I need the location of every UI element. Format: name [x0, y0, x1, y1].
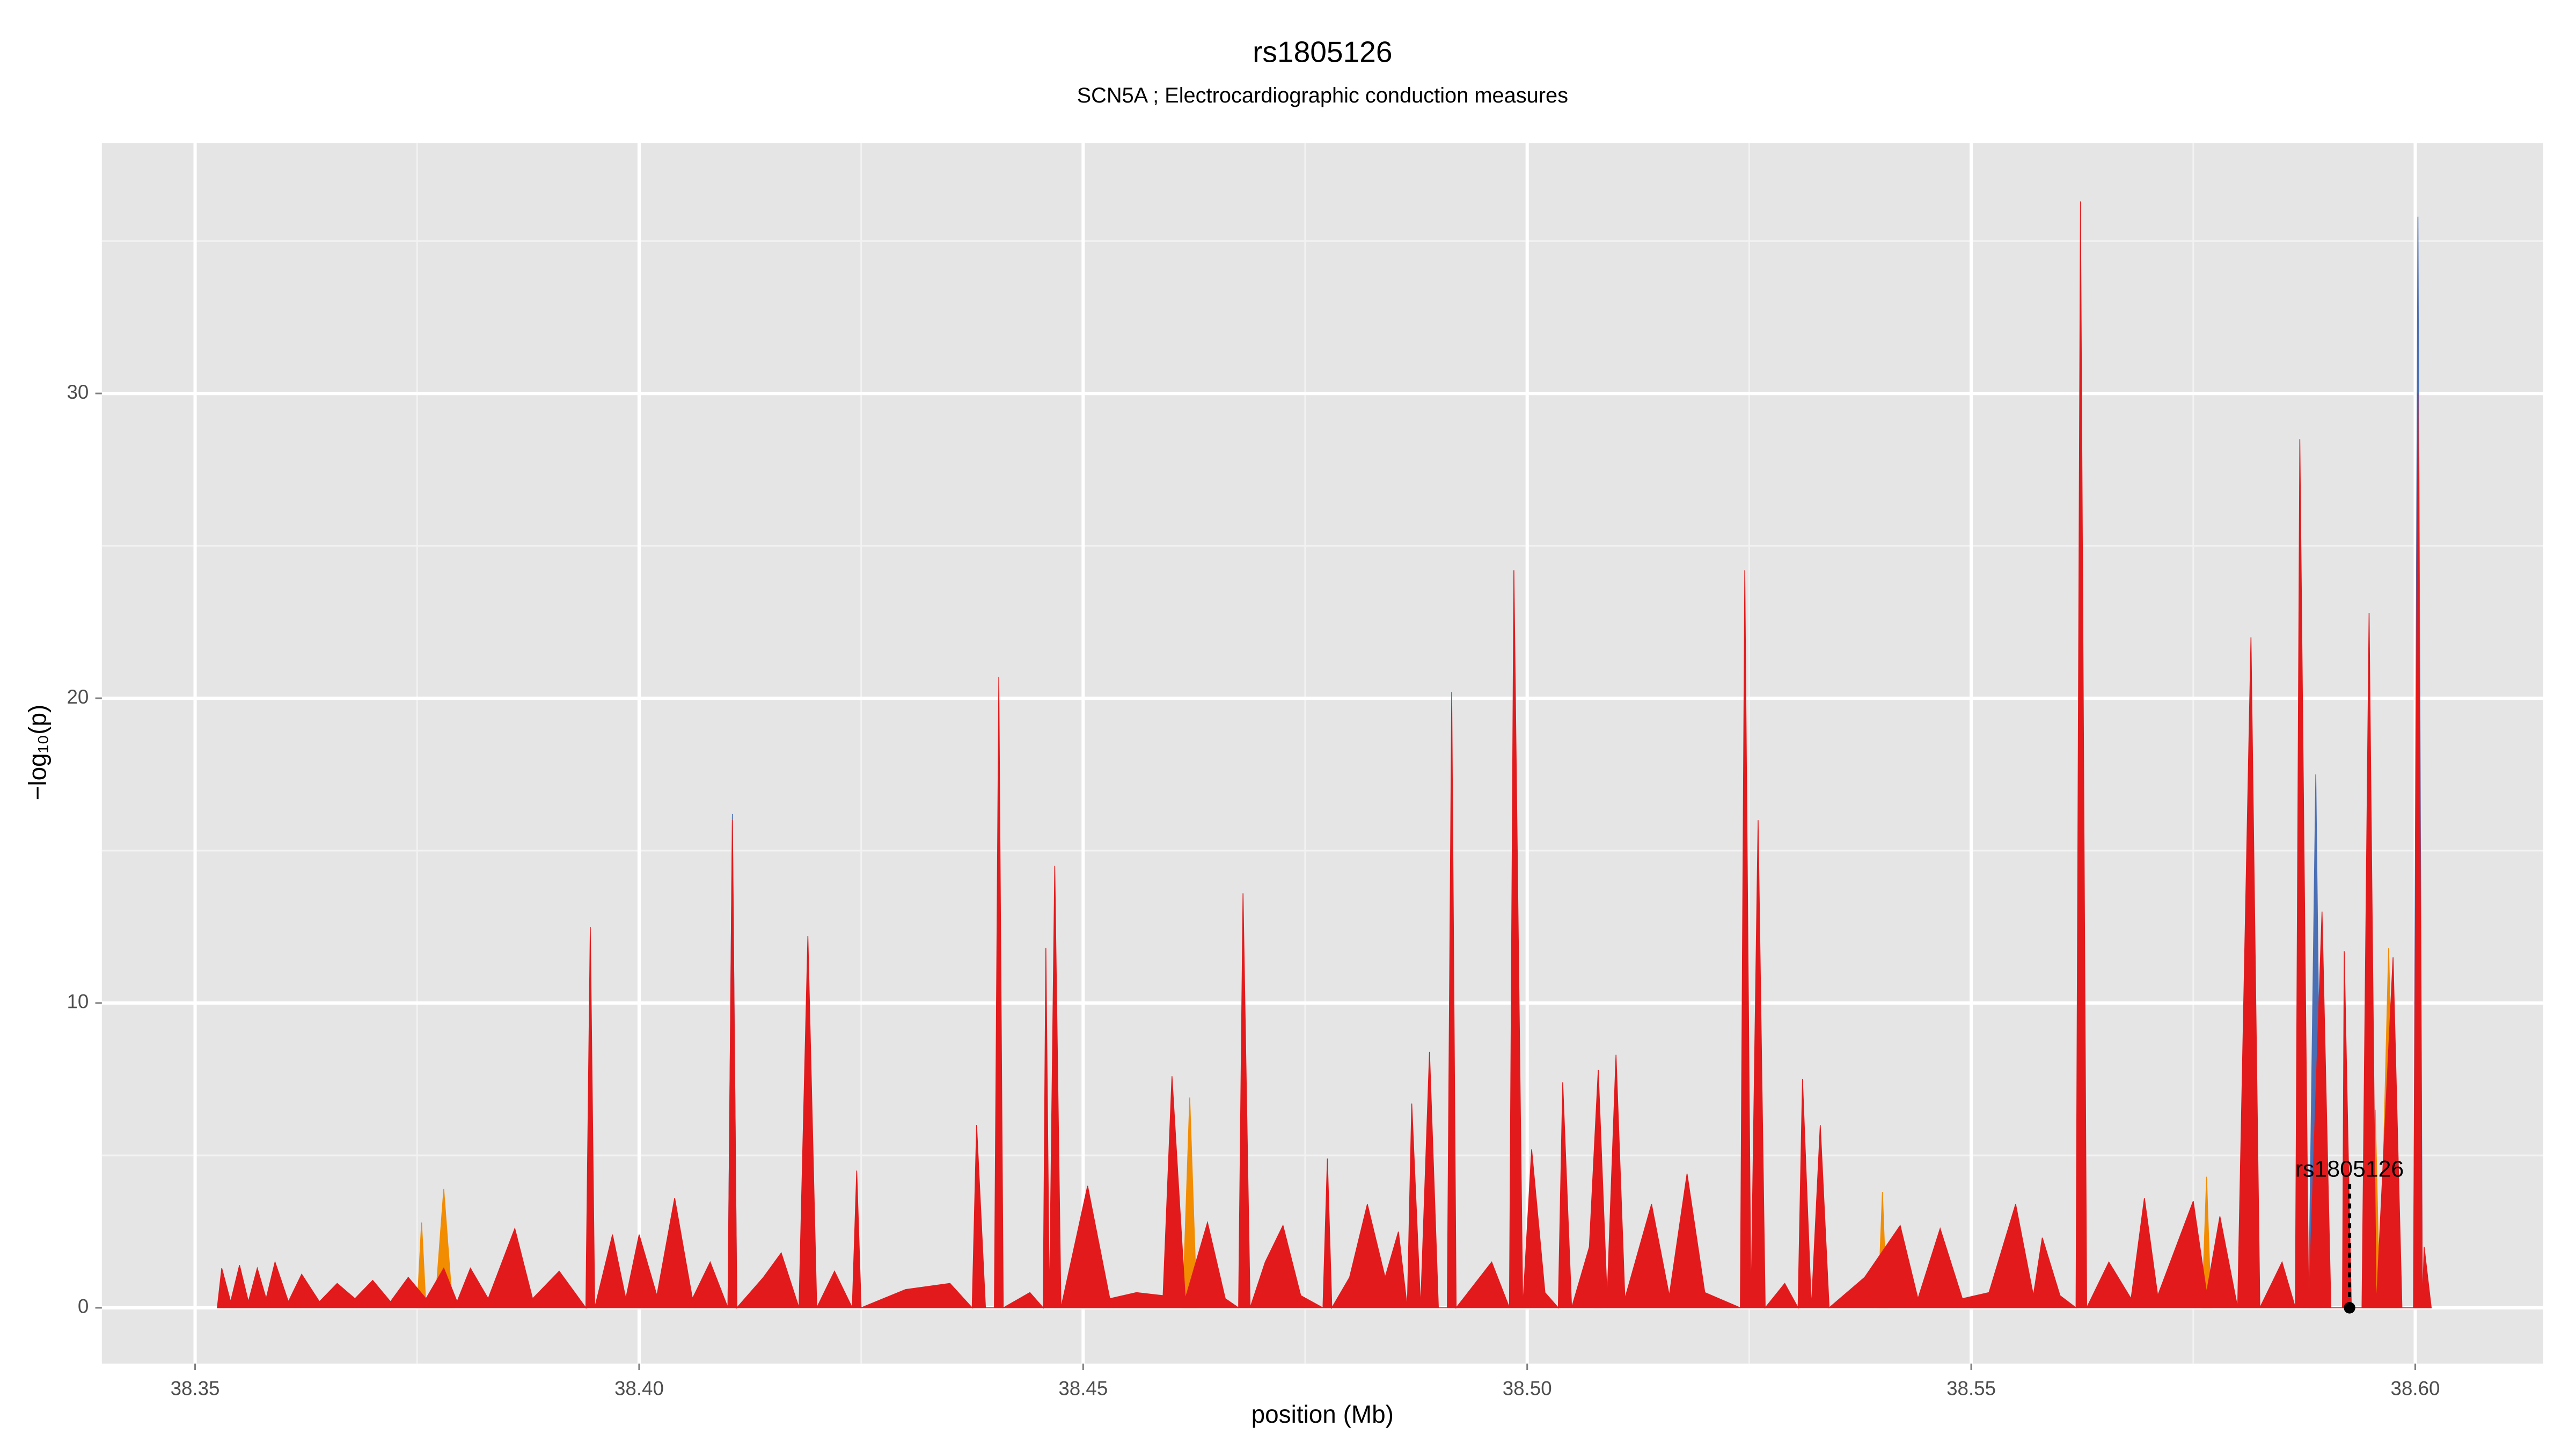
annotation-label: rs1805126 — [2295, 1157, 2404, 1182]
chart-subtitle: SCN5A ; Electrocardiographic conduction … — [1077, 84, 1568, 107]
chart-title: rs1805126 — [1253, 35, 1392, 69]
x-tick-label: 38.45 — [1058, 1377, 1108, 1399]
x-tick-label: 38.50 — [1503, 1377, 1552, 1399]
x-tick-label: 38.35 — [171, 1377, 220, 1399]
y-tick-label: 20 — [67, 686, 89, 708]
plot-panel — [101, 143, 2543, 1364]
area — [217, 201, 2432, 1309]
y-tick-label: 30 — [67, 381, 89, 403]
x-tick-label: 38.40 — [614, 1377, 664, 1399]
x-tick-label: 38.55 — [1946, 1377, 1996, 1399]
x-axis-label: position (Mb) — [1252, 1400, 1394, 1428]
y-tick-label: 0 — [78, 1296, 89, 1318]
y-axis-label: −log₁₀(p) — [24, 705, 52, 801]
y-tick-label: 10 — [67, 991, 89, 1013]
annotation-point — [2344, 1302, 2355, 1314]
x-tick-label: 38.60 — [2391, 1377, 2440, 1399]
